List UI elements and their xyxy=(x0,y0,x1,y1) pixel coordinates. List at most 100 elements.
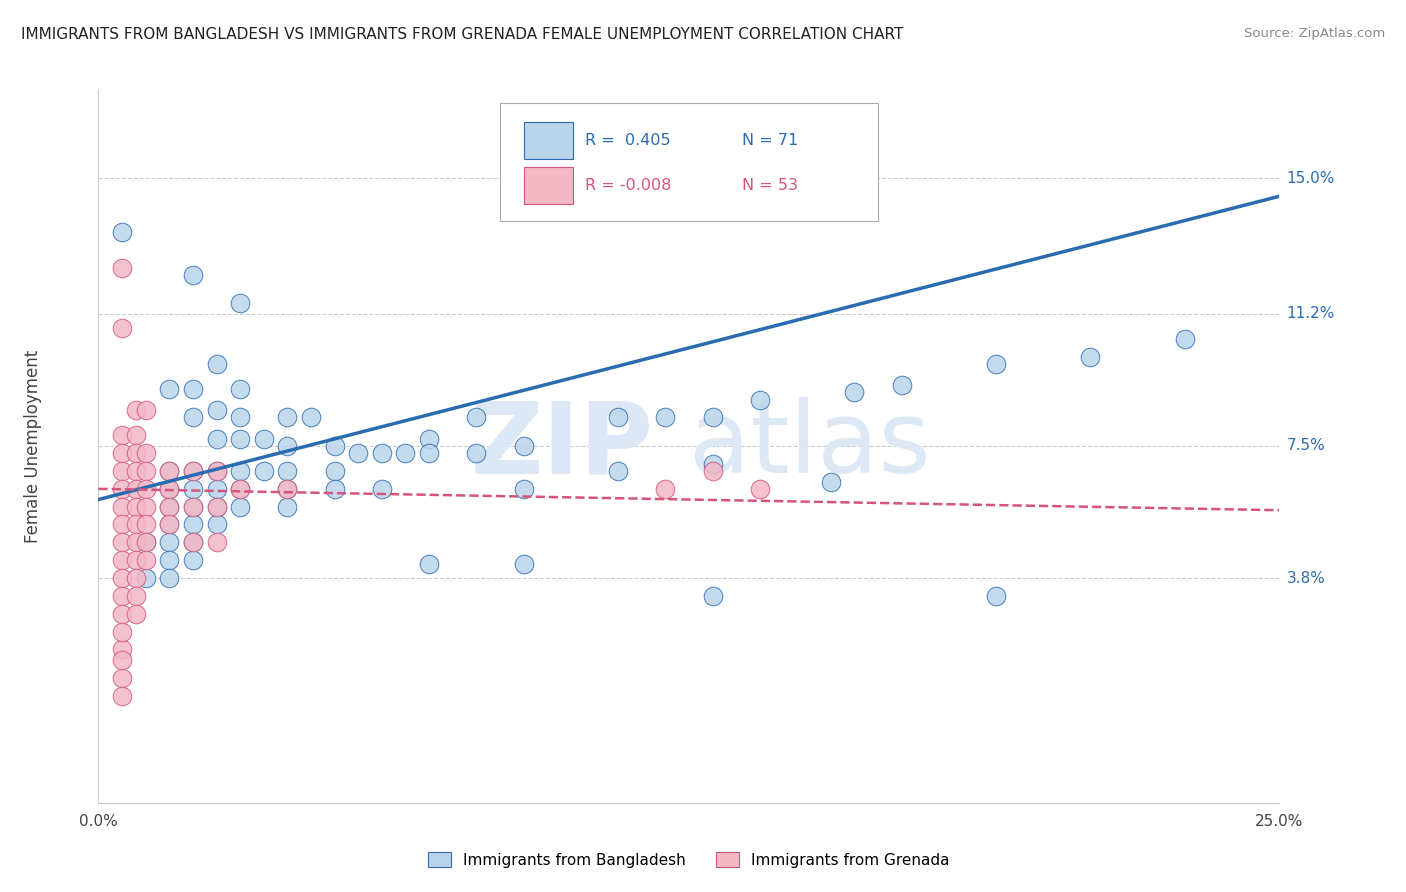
Point xyxy=(205,464,228,478)
Point xyxy=(702,410,724,425)
Text: 7.5%: 7.5% xyxy=(1286,439,1326,453)
Point xyxy=(181,464,204,478)
Point xyxy=(702,457,724,471)
Point xyxy=(157,464,180,478)
Point xyxy=(702,464,724,478)
Point xyxy=(205,517,228,532)
FancyBboxPatch shape xyxy=(523,122,574,159)
Point xyxy=(135,464,157,478)
Point xyxy=(890,378,912,392)
Point xyxy=(229,482,252,496)
Point xyxy=(111,446,134,460)
Point xyxy=(125,535,148,549)
Point xyxy=(111,589,134,603)
Point xyxy=(229,482,252,496)
Point xyxy=(111,321,134,335)
Point xyxy=(111,464,134,478)
Point xyxy=(125,571,148,585)
Point xyxy=(229,296,252,310)
Point xyxy=(125,446,148,460)
Point xyxy=(157,517,180,532)
Point xyxy=(135,571,157,585)
Point xyxy=(607,410,630,425)
Point xyxy=(111,607,134,621)
Point xyxy=(1080,350,1102,364)
Point xyxy=(111,535,134,549)
Point xyxy=(157,571,180,585)
Text: Source: ZipAtlas.com: Source: ZipAtlas.com xyxy=(1244,27,1385,40)
Point xyxy=(276,439,298,453)
Point xyxy=(276,464,298,478)
Point xyxy=(394,446,416,460)
Point xyxy=(125,589,148,603)
Point xyxy=(229,464,252,478)
FancyBboxPatch shape xyxy=(501,103,877,221)
Point xyxy=(512,439,534,453)
Point xyxy=(181,410,204,425)
Point xyxy=(205,482,228,496)
Point xyxy=(157,482,180,496)
Point xyxy=(465,446,488,460)
Point xyxy=(844,385,866,400)
Point xyxy=(135,482,157,496)
Point xyxy=(276,500,298,514)
Point xyxy=(125,517,148,532)
Point xyxy=(157,535,180,549)
Point xyxy=(111,571,134,585)
Point xyxy=(181,535,204,549)
Text: Female Unemployment: Female Unemployment xyxy=(24,350,42,542)
Point xyxy=(371,482,394,496)
Point xyxy=(111,428,134,442)
Point xyxy=(253,432,276,446)
Point xyxy=(111,671,134,685)
Point xyxy=(229,410,252,425)
Point xyxy=(135,403,157,417)
Point xyxy=(276,410,298,425)
Point xyxy=(125,553,148,567)
Point xyxy=(135,446,157,460)
Point xyxy=(135,553,157,567)
Text: IMMIGRANTS FROM BANGLADESH VS IMMIGRANTS FROM GRENADA FEMALE UNEMPLOYMENT CORREL: IMMIGRANTS FROM BANGLADESH VS IMMIGRANTS… xyxy=(21,27,904,42)
Point xyxy=(157,482,180,496)
Text: 11.2%: 11.2% xyxy=(1286,307,1334,321)
Point xyxy=(181,464,204,478)
Point xyxy=(607,464,630,478)
Point xyxy=(111,260,134,275)
Point xyxy=(323,482,346,496)
Point xyxy=(465,410,488,425)
Point xyxy=(111,642,134,657)
Point xyxy=(181,553,204,567)
Point xyxy=(984,357,1007,371)
Text: N = 53: N = 53 xyxy=(742,178,799,193)
Point xyxy=(229,382,252,396)
Point xyxy=(111,553,134,567)
Point xyxy=(111,482,134,496)
Point xyxy=(157,517,180,532)
Point xyxy=(111,225,134,239)
Text: R =  0.405: R = 0.405 xyxy=(585,133,671,148)
Point xyxy=(157,500,180,514)
Point xyxy=(181,500,204,514)
Point xyxy=(1174,332,1197,346)
Point xyxy=(181,535,204,549)
Legend: Immigrants from Bangladesh, Immigrants from Grenada: Immigrants from Bangladesh, Immigrants f… xyxy=(422,846,956,873)
Point xyxy=(984,589,1007,603)
Point xyxy=(205,357,228,371)
Point xyxy=(125,464,148,478)
Point xyxy=(111,517,134,532)
Point xyxy=(748,392,770,407)
Point xyxy=(111,624,134,639)
Point xyxy=(299,410,322,425)
Point xyxy=(512,557,534,571)
Point xyxy=(125,428,148,442)
Point xyxy=(418,557,440,571)
Point xyxy=(135,517,157,532)
Point xyxy=(181,268,204,282)
Point xyxy=(111,500,134,514)
Point xyxy=(253,464,276,478)
Text: atlas: atlas xyxy=(689,398,931,494)
Point xyxy=(157,464,180,478)
Point xyxy=(512,482,534,496)
Point xyxy=(276,482,298,496)
Point xyxy=(229,432,252,446)
